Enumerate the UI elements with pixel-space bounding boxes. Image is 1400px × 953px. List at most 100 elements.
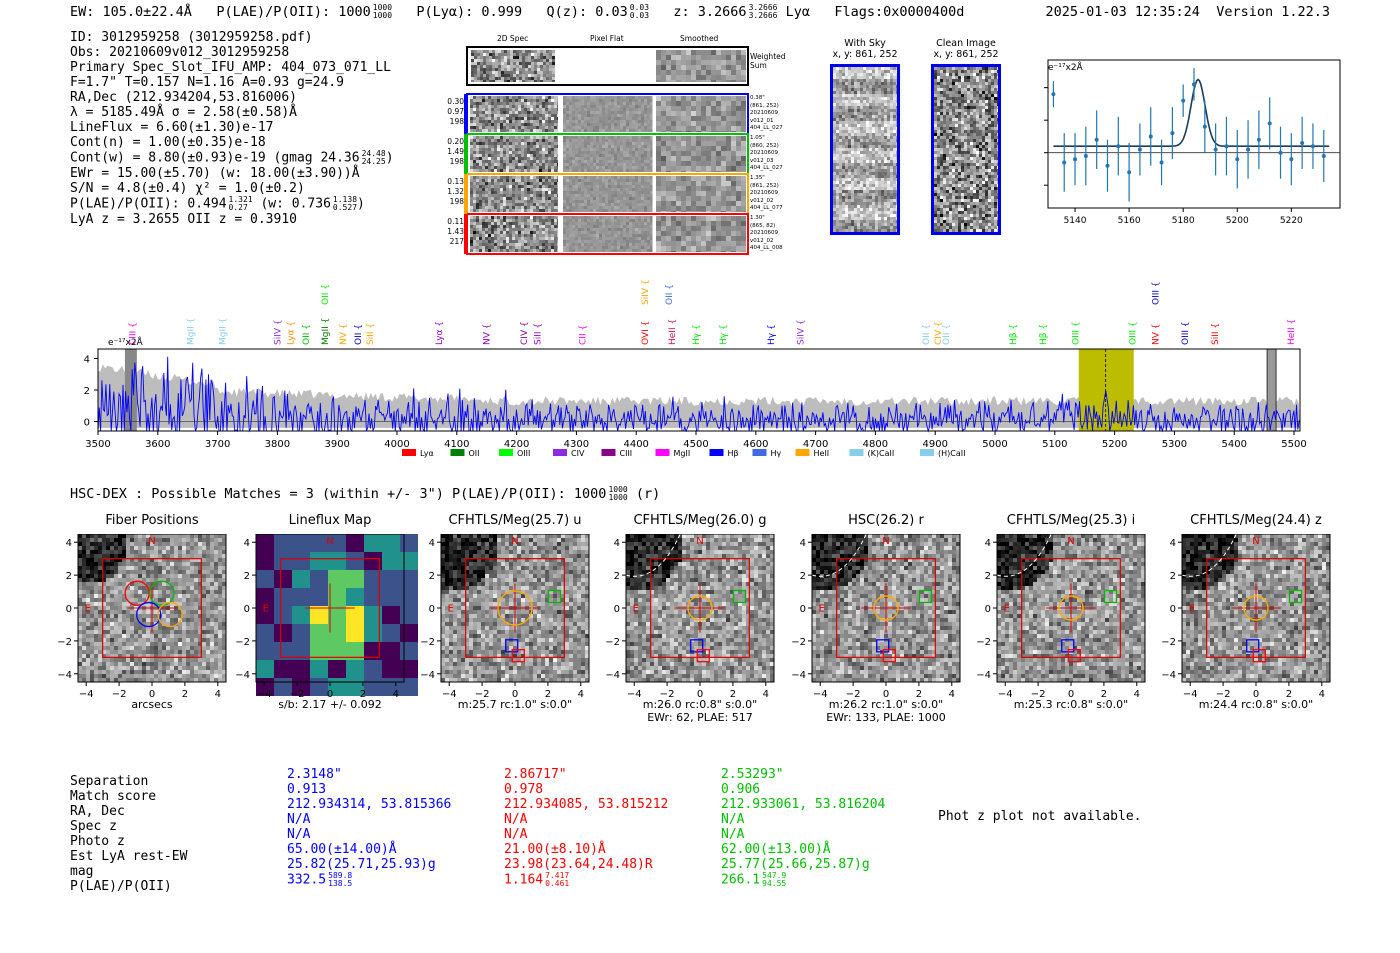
- match-value: 62.00(±13.00)Å: [721, 842, 831, 857]
- legend-label: OII: [469, 449, 480, 458]
- cutout-pixelflat: [563, 216, 653, 252]
- info-sn: S/N = 4.8(±0.4) χ² = 1.0(±0.2): [70, 181, 305, 196]
- image-panel-7: CFHTLS/Meg(24.4) z N E −4 −4 −2 −2 0 0 2 2 4 4 m:24.4…: [1152, 510, 1360, 730]
- emission-line-label: SiII {: [534, 323, 544, 345]
- compass-north: N: [326, 536, 333, 547]
- emission-line-label: OII {: [302, 324, 312, 345]
- info-radec: RA,Dec (212.934204,53.816006): [70, 90, 297, 105]
- cutout-images: [466, 46, 749, 255]
- label-radec: RA, Dec: [70, 804, 125, 819]
- zoom-point: [1105, 163, 1110, 168]
- panel-ytick-label: 4: [1170, 538, 1176, 549]
- compass-north: N: [1252, 536, 1259, 547]
- panel-ytick-label: −4: [235, 670, 250, 681]
- match-box-red: [511, 649, 525, 663]
- fiber-circle: [136, 601, 162, 628]
- image-panel-5: HSC(26.2) r N E −4 −4 −2 −2 0 0 2 2 4 4 m:26.2 rc:1.0…: [782, 510, 990, 730]
- header-flags: Flags:0x0000400d: [834, 4, 965, 20]
- emission-line-label: Lyα {: [435, 321, 445, 345]
- panel-xtick-label: −4: [442, 689, 457, 700]
- panel-ytick-label: −4: [1161, 670, 1176, 681]
- panel-xtick-label: 4: [393, 689, 399, 700]
- panel-xtick-label: 2: [545, 689, 551, 700]
- zoom-xtick-label: 5200: [1226, 216, 1249, 226]
- info-params: F=1.7" T=0.157 N=1.16 A=0.93 g=24.9: [70, 75, 344, 90]
- panel-ytick-label: −2: [1161, 637, 1176, 648]
- spectrum-xtick-label: 5300: [1162, 439, 1187, 450]
- compass-east: E: [263, 603, 269, 614]
- spectrum-xtick-label: 4300: [564, 439, 589, 450]
- panel-title: CFHTLS/Meg(25.7) u: [448, 513, 582, 528]
- detection-aperture: [687, 595, 713, 621]
- cutout-row: [466, 213, 749, 255]
- match-value: 0.906: [721, 782, 761, 797]
- match-value: N/A: [504, 812, 528, 827]
- image-panel-1: Fiber Positions N E −4 −4 −2 −2 0 0 2 2 4 4 arcsecs: [48, 510, 256, 730]
- panel-ytick-label: 0: [1170, 604, 1176, 615]
- zoom-point: [1051, 92, 1056, 97]
- match-column-1: 2.3148" 0.913 212.934314, 53.815366 N/A N/A 6…: [287, 767, 451, 888]
- header-version: Version 1.22.3: [1216, 4, 1330, 20]
- spectrum-masked-band: [124, 349, 137, 431]
- panel-ytick-label: 0: [985, 604, 991, 615]
- cutout-pixelflat: [563, 136, 653, 172]
- emission-line-label: OIII {: [1129, 321, 1139, 345]
- spectrum-xtick-label: 4900: [922, 439, 947, 450]
- emission-line-label: MgII {: [187, 318, 197, 345]
- emission-line-label: SiIV {: [273, 319, 283, 345]
- legend-label: (H)CaII: [938, 449, 965, 458]
- match-value: 2.86717": [504, 767, 567, 782]
- spectrum-xtick-label: 5400: [1221, 439, 1246, 450]
- label-photoz: Photo z: [70, 834, 125, 849]
- extended-source-ellipse: [811, 534, 867, 577]
- weighted-sum-label: Weighted Sum: [750, 52, 786, 70]
- panel-xtick-label: −2: [846, 689, 861, 700]
- panel-ytick-label: −2: [235, 637, 250, 648]
- image-panel-3: CFHTLS/Meg(25.7) u N E −4 −4 −2 −2 0 0 2 2 4 4 m:25.7…: [411, 510, 619, 730]
- emission-line-label: OIII {: [1072, 321, 1082, 345]
- emission-line-label: OII {: [665, 284, 675, 305]
- emission-line-label: Hγ {: [719, 324, 729, 345]
- hscdex-plae-range: 1000 1000: [608, 485, 628, 502]
- cutout-row-colorbar: [464, 134, 467, 174]
- info-contw: Cont(w) = 8.80(±0.93)e-19 (gmag 24.36 24.…: [70, 149, 394, 166]
- match-value: 1.164 7.417 0.461: [504, 871, 570, 888]
- match-value: 23.98(23.64,24.48)R: [504, 857, 653, 872]
- panel-ytick-label: 4: [985, 538, 991, 549]
- zoom-point: [1170, 131, 1175, 136]
- cutout-2dspec: [470, 216, 558, 252]
- panel-xtick-label: −2: [660, 689, 675, 700]
- emission-line-label: NV {: [1151, 324, 1161, 345]
- cutout-row-meta: 0.38" (861, 252) 20210609 v012_01 404_LL_027: [750, 95, 783, 131]
- zoom-point: [1213, 147, 1218, 152]
- aperture-box: [1206, 558, 1306, 658]
- compass-north: N: [696, 536, 703, 547]
- zoom-point: [1246, 147, 1251, 152]
- zoom-point: [1192, 82, 1196, 87]
- zoom-point: [1278, 150, 1283, 155]
- panel-ytick-label: −4: [605, 670, 620, 681]
- header-plae: P(LAE)/P(OII): 1000: [216, 4, 371, 20]
- legend-label: OIII: [517, 449, 530, 458]
- zoom-point: [1073, 157, 1078, 162]
- match-value: 21.00(±8.10)Å: [504, 842, 606, 857]
- spectral-cutouts: 2D Spec Pixel Flat Smoothed Weighted Sum…: [430, 30, 790, 260]
- legend-swatch: [752, 449, 767, 456]
- emission-line-label: OII {: [354, 324, 364, 345]
- legend-swatch: [849, 449, 864, 456]
- match-value: N/A: [287, 827, 311, 842]
- match-value: 2.53293": [721, 767, 784, 782]
- match-value: 65.00(±14.00)Å: [287, 842, 397, 857]
- cutout-2dspec: [470, 96, 558, 132]
- info-lineflux: LineFlux = 6.60(±1.30)e-17: [70, 120, 274, 135]
- spectrum-xtick-label: 3600: [145, 439, 170, 450]
- zoom-xtick-label: 5160: [1118, 216, 1141, 226]
- emission-line-label: NV {: [483, 324, 493, 345]
- zoom-xtick-label: 5180: [1172, 216, 1195, 226]
- panel-xtick-label: 2: [1101, 689, 1107, 700]
- compass-east: E: [819, 603, 825, 614]
- legend-label: MgII: [674, 449, 691, 458]
- spectrum-xtick-label: 3800: [265, 439, 290, 450]
- extended-source-ellipse: [1181, 534, 1237, 577]
- compass-north: N: [1067, 536, 1074, 547]
